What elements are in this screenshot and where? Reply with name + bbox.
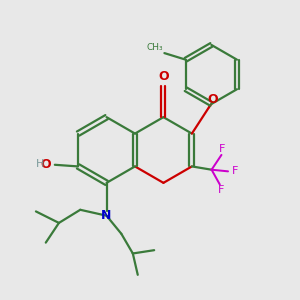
Text: O: O: [207, 93, 218, 106]
Text: F: F: [232, 167, 238, 176]
Text: N: N: [101, 209, 112, 222]
Text: F: F: [219, 144, 226, 154]
Text: F: F: [218, 185, 224, 195]
Text: O: O: [40, 158, 51, 171]
Text: H: H: [36, 159, 44, 169]
Text: O: O: [158, 70, 169, 83]
Text: CH₃: CH₃: [147, 43, 163, 52]
